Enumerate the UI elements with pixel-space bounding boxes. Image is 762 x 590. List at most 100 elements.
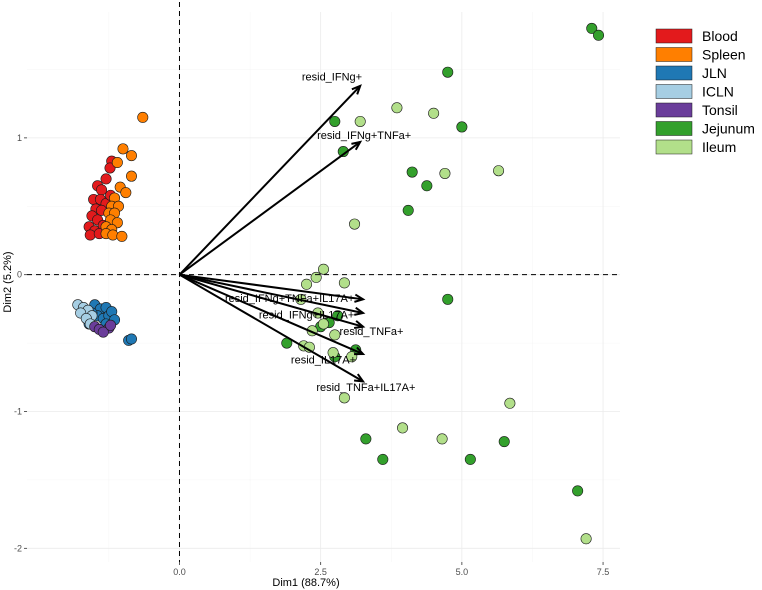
series-jejunum xyxy=(281,22,605,497)
y-axis-ticks: -2 -1 0 1 xyxy=(14,133,27,553)
point-blood xyxy=(84,229,96,241)
point-jejunum xyxy=(456,121,468,133)
legend-label: Spleen xyxy=(702,47,746,63)
point-blood xyxy=(100,173,112,185)
arrowhead xyxy=(354,306,366,316)
point-tonsil xyxy=(105,319,117,331)
point-jejunum xyxy=(402,204,414,216)
point-ileum xyxy=(301,278,313,290)
reference-lines xyxy=(27,2,620,562)
point-spleen xyxy=(120,187,132,199)
point-tonsil xyxy=(97,326,109,338)
x-tick-label: 5.0 xyxy=(456,567,469,577)
point-ileum xyxy=(327,347,339,359)
point-jejunum xyxy=(329,115,341,127)
legend-swatch xyxy=(655,139,693,155)
arrowhead xyxy=(354,293,366,303)
point-jejunum xyxy=(421,180,433,192)
vector-resid_IFNg+ xyxy=(178,85,361,276)
point-jejunum xyxy=(377,453,389,465)
point-ileum xyxy=(338,277,350,289)
legend-item-tonsil: Tonsil xyxy=(655,102,738,118)
point-jejunum xyxy=(498,436,510,448)
legend-item-blood: Blood xyxy=(655,28,738,44)
point-ileum xyxy=(439,167,451,179)
series-tonsil xyxy=(89,319,117,338)
loading-vectors: resid_IFNg+resid_IFNg+TNFa+resid_IFNg+TN… xyxy=(178,71,415,394)
legend-item-spleen: Spleen xyxy=(655,47,746,63)
arrowhead xyxy=(353,373,366,383)
point-jln xyxy=(125,333,137,345)
legend-swatch xyxy=(655,84,693,99)
vector-label: resid_IFNg+ xyxy=(302,71,362,83)
arrowhead xyxy=(351,84,362,95)
y-tick-label: 1 xyxy=(17,133,22,143)
vector-resid_IL17A+ xyxy=(179,273,364,355)
y-tick-label: 0 xyxy=(17,270,22,280)
legend-item-ileum: Ileum xyxy=(655,139,736,155)
x-tick-label: 2.5 xyxy=(314,567,327,577)
legend-swatch xyxy=(655,102,693,118)
point-jejunum xyxy=(442,66,454,78)
point-jejunum xyxy=(572,485,584,497)
legend-swatch xyxy=(655,28,693,44)
legend-label: Tonsil xyxy=(702,102,738,118)
y-tick-label: -2 xyxy=(14,543,22,553)
y-tick-label: -1 xyxy=(14,407,22,417)
point-spleen xyxy=(117,143,129,155)
point-spleen xyxy=(116,230,128,242)
series-ileum xyxy=(295,102,592,545)
legend-swatch xyxy=(655,47,693,62)
vector-label: resid_IL17A+ xyxy=(291,355,356,367)
vector-label: resid_TNFa+IL17A+ xyxy=(316,382,415,394)
point-ileum xyxy=(310,271,322,283)
vector-label: resid_TNFa+ xyxy=(340,326,404,338)
point-ileum xyxy=(397,422,409,434)
vector-label: resid_IFNg+TNFa+ xyxy=(317,130,411,142)
point-spleen xyxy=(125,170,137,182)
vector-resid_IFNg+TNFa+ xyxy=(178,141,361,276)
series-spleen xyxy=(100,111,149,242)
legend-label: ICLN xyxy=(702,84,734,100)
legend: Blood Spleen JLN ICLN Tonsil Jejunum Ileum xyxy=(655,28,755,155)
point-ileum xyxy=(338,392,350,404)
x-axis-ticks: 0.0 2.5 5.0 7.5 xyxy=(173,562,609,577)
legend-label: Blood xyxy=(702,28,738,44)
point-ileum xyxy=(436,433,448,445)
x-axis-title: Dim1 (88.7%) xyxy=(272,577,339,589)
legend-item-icln: ICLN xyxy=(655,84,734,100)
vector-resid_TNFa+IL17A+ xyxy=(178,273,364,383)
legend-swatch xyxy=(655,121,693,136)
vector-resid_IFNg+IL17A+ xyxy=(179,273,364,314)
point-jejunum xyxy=(406,166,418,178)
point-ileum xyxy=(329,329,341,341)
legend-item-jln: JLN xyxy=(655,65,727,81)
point-ileum xyxy=(580,533,592,545)
point-spleen xyxy=(107,229,119,241)
legend-item-jejunum: Jejunum xyxy=(655,121,755,137)
point-spleen xyxy=(111,156,123,168)
point-jejunum xyxy=(464,453,476,465)
point-jejunum xyxy=(586,22,598,34)
point-ileum xyxy=(504,397,516,409)
point-ileum xyxy=(349,218,361,230)
point-ileum xyxy=(354,115,366,127)
y-axis-title: Dim2 (5.2%) xyxy=(2,251,14,312)
arrowhead xyxy=(353,320,366,329)
legend-label: Jejunum xyxy=(702,121,755,137)
legend-label: JLN xyxy=(702,65,727,81)
legend-swatch xyxy=(655,65,693,81)
point-ileum xyxy=(428,107,440,119)
point-jejunum xyxy=(360,433,372,445)
point-ileum xyxy=(317,318,329,330)
data-points xyxy=(72,22,605,545)
arrowhead xyxy=(351,140,363,151)
point-jejunum xyxy=(442,293,454,305)
point-ileum xyxy=(391,102,403,114)
x-tick-label: 0.0 xyxy=(173,567,186,577)
x-tick-label: 7.5 xyxy=(597,567,610,577)
point-spleen xyxy=(137,111,149,123)
point-blood xyxy=(104,162,116,174)
vector-resid_TNFa+ xyxy=(179,273,364,328)
